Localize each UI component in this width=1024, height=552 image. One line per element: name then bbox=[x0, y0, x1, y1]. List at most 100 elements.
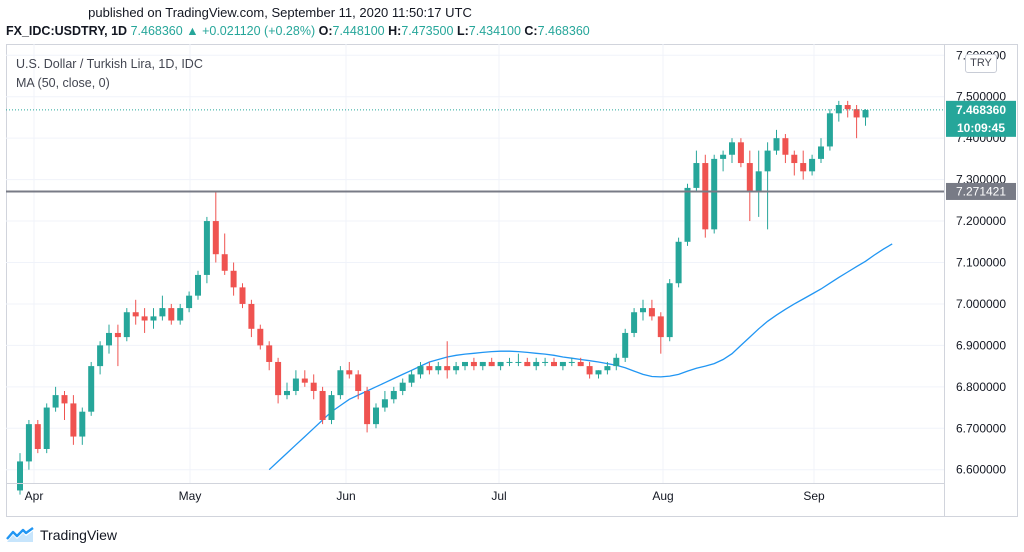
candle-body bbox=[648, 308, 655, 317]
candle-body bbox=[826, 113, 833, 147]
y-tick-label: 7.500000 bbox=[956, 90, 1006, 104]
candle-body bbox=[159, 308, 166, 317]
candle-body bbox=[70, 403, 77, 437]
time-axis[interactable]: Apr May Jun Jul Aug Sep bbox=[25, 489, 825, 503]
last-price: 7.468360 bbox=[130, 24, 183, 38]
candle-body bbox=[310, 382, 317, 391]
hline-price-label: 7.271421 bbox=[956, 184, 1006, 198]
last-price-box bbox=[946, 100, 1016, 137]
candle-body bbox=[328, 395, 335, 420]
candle-body bbox=[301, 378, 308, 383]
axis-price-labels: 7.271421 7.468360 10:09:45 bbox=[946, 100, 1016, 200]
candle-body bbox=[221, 254, 228, 271]
candle-body bbox=[622, 332, 629, 358]
candle-body bbox=[711, 158, 718, 230]
high-value: 7.473500 bbox=[401, 24, 454, 38]
low-label: L: bbox=[456, 24, 469, 38]
candle-body bbox=[43, 407, 50, 449]
candle-body bbox=[79, 411, 86, 437]
y-tick-label: 7.000000 bbox=[956, 297, 1006, 311]
candle-body bbox=[559, 361, 566, 367]
close-value: 7.468360 bbox=[537, 24, 590, 38]
chart-frame bbox=[6, 44, 1018, 517]
open-label: O: bbox=[318, 24, 333, 38]
low-value: 7.434100 bbox=[468, 24, 521, 38]
y-tick-label: 7.100000 bbox=[956, 256, 1006, 270]
open-value: 7.448100 bbox=[332, 24, 385, 38]
chart-panel[interactable]: 7.6000007.5000007.4000007.3000007.200000… bbox=[6, 44, 1018, 517]
candle-body bbox=[239, 287, 246, 304]
candle-body bbox=[862, 109, 869, 118]
candle-body bbox=[25, 424, 32, 462]
close-label: C: bbox=[524, 24, 538, 38]
candle-body bbox=[355, 374, 362, 391]
candle-body bbox=[737, 142, 744, 164]
candle-body bbox=[613, 357, 620, 367]
candle-body bbox=[257, 328, 264, 346]
candle-body bbox=[782, 138, 789, 155]
x-tick-label: May bbox=[179, 489, 202, 503]
currency-badge[interactable]: TRY bbox=[965, 54, 997, 73]
candle-body bbox=[346, 370, 353, 375]
candle-body bbox=[132, 312, 139, 317]
candle-body bbox=[479, 361, 486, 367]
candle-body bbox=[506, 361, 513, 363]
candle-body bbox=[390, 390, 397, 400]
high-label: H: bbox=[388, 24, 402, 38]
candle-body bbox=[266, 345, 273, 362]
candle-body bbox=[88, 366, 95, 412]
price-chart[interactable]: 7.6000007.5000007.4000007.3000007.200000… bbox=[6, 44, 1018, 517]
candle-body bbox=[542, 361, 549, 363]
candle-body bbox=[657, 316, 664, 338]
y-tick-label: 7.200000 bbox=[956, 214, 1006, 228]
candle-body bbox=[568, 361, 575, 363]
published-caption: published on TradingView.com, September … bbox=[88, 5, 472, 20]
candle-body bbox=[319, 390, 326, 420]
candle-body bbox=[853, 109, 860, 118]
candle-body bbox=[497, 361, 504, 367]
candle-body bbox=[284, 390, 290, 396]
candle-body bbox=[844, 105, 851, 110]
candle-body bbox=[337, 370, 344, 396]
candle-body bbox=[114, 332, 121, 338]
candle-body bbox=[631, 312, 638, 333]
candle-body bbox=[729, 142, 735, 155]
symbol-label[interactable]: FX_IDC:USDTRY, 1D bbox=[6, 24, 128, 38]
candle-body bbox=[248, 303, 255, 329]
candle-body bbox=[177, 308, 184, 321]
candle-body bbox=[52, 395, 59, 408]
footer: TradingView bbox=[6, 524, 117, 546]
candle-body bbox=[577, 361, 584, 367]
candle-body bbox=[640, 308, 646, 313]
candle-body bbox=[141, 316, 148, 321]
candle-body bbox=[444, 366, 451, 371]
overlays bbox=[6, 109, 944, 193]
candle-body bbox=[275, 361, 282, 396]
tradingview-brand[interactable]: TradingView bbox=[40, 527, 118, 543]
candle-body bbox=[399, 382, 406, 391]
candle-body bbox=[61, 395, 68, 404]
candle-body bbox=[675, 241, 682, 284]
candle-body bbox=[186, 295, 193, 309]
candle-body bbox=[17, 461, 23, 491]
candle-body bbox=[551, 361, 557, 367]
ohlc-header: FX_IDC:USDTRY, 1D 7.468360 ▲ +0.021120 (… bbox=[6, 24, 590, 38]
candle-body bbox=[524, 361, 531, 367]
candle-body bbox=[835, 105, 842, 114]
y-tick-label: 6.800000 bbox=[956, 380, 1006, 394]
candle-body bbox=[693, 163, 700, 188]
x-tick-label: Apr bbox=[25, 489, 44, 503]
candle-body bbox=[195, 274, 201, 296]
x-tick-label: Sep bbox=[803, 489, 825, 503]
candle-body bbox=[203, 221, 210, 275]
candle-body bbox=[773, 138, 780, 151]
candle-body bbox=[364, 390, 371, 425]
candle-body bbox=[755, 171, 762, 193]
candle-body bbox=[791, 154, 798, 164]
x-tick-label: Jun bbox=[336, 489, 355, 503]
triangle-up-icon: ▲ bbox=[186, 24, 199, 38]
candle-body bbox=[764, 150, 771, 172]
candle-body bbox=[292, 378, 299, 391]
candle-body bbox=[212, 221, 219, 255]
indicator-legend[interactable]: MA (50, close, 0) bbox=[16, 76, 110, 90]
